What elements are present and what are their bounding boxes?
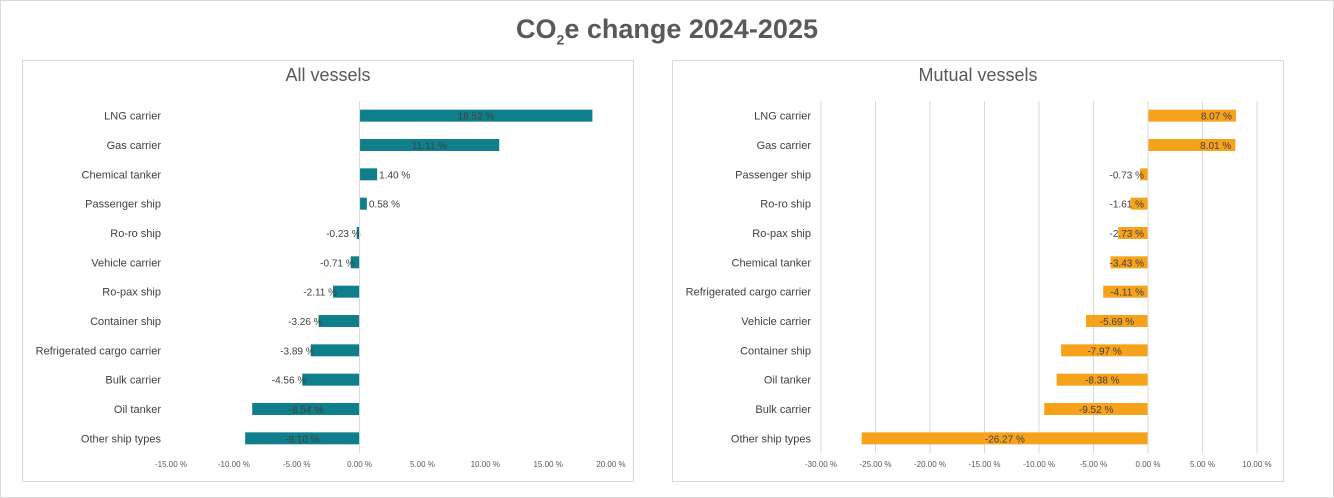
category-label: Vehicle carrier bbox=[741, 316, 811, 328]
data-label: -0.73 % bbox=[1110, 170, 1145, 181]
category-label: Ro-pax ship bbox=[752, 228, 811, 240]
bar bbox=[252, 403, 360, 415]
data-label: -3.89 % bbox=[280, 346, 315, 357]
data-label: -26.27 % bbox=[985, 434, 1025, 445]
category-label: LNG carrier bbox=[754, 111, 811, 123]
x-tick-label: -15.00 % bbox=[968, 460, 1000, 469]
bar bbox=[861, 432, 1148, 445]
x-tick-label: 0.00 % bbox=[347, 460, 372, 469]
chart-title: Mutual vessels bbox=[918, 65, 1037, 85]
data-label: -9.52 % bbox=[1079, 405, 1114, 416]
data-label: -4.56 % bbox=[272, 376, 307, 387]
x-tick-label: 0.00 % bbox=[1136, 460, 1161, 469]
data-label: -3.43 % bbox=[1110, 258, 1145, 269]
bar bbox=[333, 285, 360, 298]
panel-all-vessels: All vessels -15.00 % -10.00 % -5.00 % 0.00 %… bbox=[22, 60, 634, 482]
chart-mutual-vessels: Mutual vessels -30.00 % -25.00 % -20.00 % -1… bbox=[686, 65, 1272, 469]
bar bbox=[359, 109, 593, 122]
category-label: Vehicle carrier bbox=[91, 257, 161, 269]
category-label: Other ship types bbox=[81, 433, 162, 445]
x-tick-label: 5.00 % bbox=[1190, 460, 1215, 469]
category-label: Chemical tanker bbox=[82, 169, 162, 181]
bar bbox=[245, 432, 360, 445]
x-tick-label: -15.00 % bbox=[155, 460, 187, 469]
x-tick-label: -25.00 % bbox=[859, 460, 891, 469]
data-label: 0.58 % bbox=[369, 200, 400, 211]
data-label: 8.07 % bbox=[1201, 112, 1232, 123]
category-label: Ro-ro ship bbox=[760, 199, 811, 211]
x-tick-label: 10.00 % bbox=[471, 460, 500, 469]
bar bbox=[1056, 373, 1148, 386]
category-label: Ro-pax ship bbox=[102, 287, 161, 299]
x-tick-label: -5.00 % bbox=[283, 460, 311, 469]
x-tick-label: 15.00 % bbox=[533, 460, 562, 469]
bar bbox=[1148, 109, 1236, 122]
category-label: LNG carrier bbox=[104, 111, 161, 123]
x-tick-label: -20.00 % bbox=[914, 460, 946, 469]
x-tick-label: -30.00 % bbox=[805, 460, 837, 469]
category-label: Gas carrier bbox=[107, 140, 162, 152]
category-label: Refrigerated cargo carrier bbox=[686, 287, 812, 299]
chart-all-vessels: All vessels -15.00 % -10.00 % -5.00 % 0.00 %… bbox=[36, 65, 626, 469]
bar bbox=[302, 373, 360, 386]
bar bbox=[1148, 139, 1236, 151]
category-label: Passenger ship bbox=[85, 199, 161, 211]
bar bbox=[356, 227, 360, 239]
bar bbox=[318, 315, 360, 327]
chart-title: All vessels bbox=[285, 65, 370, 85]
bar bbox=[1044, 403, 1148, 415]
bar bbox=[1085, 315, 1148, 327]
bar bbox=[359, 168, 378, 181]
data-label: 8.01 % bbox=[1200, 141, 1231, 152]
x-tick-label: -10.00 % bbox=[1023, 460, 1055, 469]
bar bbox=[359, 139, 500, 151]
bar bbox=[1140, 168, 1148, 181]
data-label: 1.40 % bbox=[379, 170, 410, 181]
data-label: -0.71 % bbox=[320, 258, 355, 269]
x-tick-label: -10.00 % bbox=[218, 460, 250, 469]
bar bbox=[1110, 256, 1148, 269]
category-label: Chemical tanker bbox=[732, 257, 812, 269]
category-label: Passenger ship bbox=[735, 169, 811, 181]
data-label: -8.54 % bbox=[289, 405, 324, 416]
data-label: 18.52 % bbox=[458, 112, 495, 123]
bar bbox=[310, 344, 360, 357]
category-label: Bulk carrier bbox=[105, 375, 161, 387]
x-tick-label: 20.00 % bbox=[596, 460, 625, 469]
category-label: Bulk carrier bbox=[755, 404, 811, 416]
data-label: -8.38 % bbox=[1085, 376, 1120, 387]
data-label: -4.11 % bbox=[1110, 288, 1144, 299]
data-label: -3.26 % bbox=[288, 317, 323, 328]
data-label: 11.11 % bbox=[412, 141, 447, 152]
x-tick-label: 5.00 % bbox=[410, 460, 435, 469]
category-label: Other ship types bbox=[731, 433, 812, 445]
category-label: Container ship bbox=[740, 345, 811, 357]
x-tick-label: -5.00 % bbox=[1080, 460, 1108, 469]
main-title: CO2e change 2024-2025 bbox=[516, 14, 818, 48]
data-label: -5.69 % bbox=[1100, 317, 1135, 328]
category-label: Container ship bbox=[90, 316, 161, 328]
bar bbox=[1118, 227, 1148, 239]
category-label: Gas carrier bbox=[757, 140, 812, 152]
bar bbox=[1103, 285, 1148, 298]
data-label: -1.61 % bbox=[1110, 200, 1145, 211]
bar bbox=[1130, 197, 1148, 210]
bar bbox=[359, 197, 367, 210]
data-label: -2.11 % bbox=[303, 288, 337, 299]
category-label: Ro-ro ship bbox=[110, 228, 161, 240]
data-label: -0.23 % bbox=[326, 229, 361, 240]
category-label: Refrigerated cargo carrier bbox=[36, 345, 162, 357]
bar bbox=[350, 256, 360, 269]
data-label: -9.10 % bbox=[285, 434, 320, 445]
category-label: Oil tanker bbox=[114, 404, 161, 416]
data-label: -2.73 % bbox=[1110, 229, 1145, 240]
bar bbox=[1061, 344, 1148, 357]
category-label: Oil tanker bbox=[764, 375, 811, 387]
x-tick-label: 10.00 % bbox=[1242, 460, 1271, 469]
data-label: -7.97 % bbox=[1087, 346, 1122, 357]
panel-mutual-vessels: Mutual vessels -30.00 % -25.00 % -20.00 % -1… bbox=[672, 60, 1284, 482]
